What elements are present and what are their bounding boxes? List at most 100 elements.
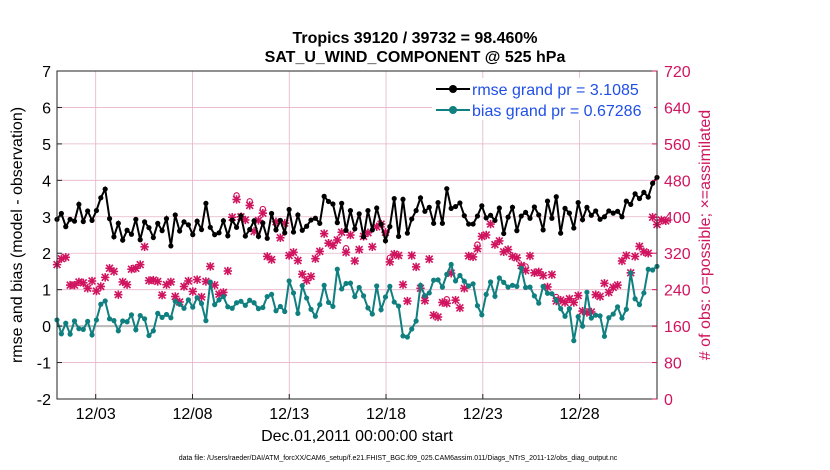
rmse-point	[63, 224, 69, 230]
y-left-tick-label: -1	[37, 356, 51, 373]
obs-count-marker	[630, 252, 640, 261]
rmse-point	[435, 199, 441, 206]
bias-point	[255, 306, 262, 312]
y-right-tick-label: 560	[664, 137, 691, 154]
bias-point	[71, 318, 78, 324]
bias-point	[492, 293, 498, 299]
bias-point	[352, 293, 358, 300]
y-left-tick-label: 7	[42, 64, 51, 81]
rmse-point	[558, 230, 564, 236]
rmse-point	[588, 212, 594, 218]
rmse-point	[339, 200, 345, 206]
y-right-tick-label: 480	[664, 173, 691, 190]
obs-count-marker	[411, 262, 421, 272]
rmse-point	[325, 198, 332, 205]
x-tick-label: 12/03	[76, 406, 116, 423]
rmse-point	[207, 224, 213, 230]
rmse-point	[185, 222, 191, 228]
bias-point	[518, 265, 524, 271]
bias-point	[159, 314, 165, 320]
rmse-point	[343, 227, 349, 233]
bias-point	[558, 306, 564, 312]
rmse-point	[544, 198, 551, 204]
obs-count-marker	[192, 275, 202, 284]
obs-count-marker	[184, 276, 193, 286]
rmse-point	[273, 227, 279, 233]
bias-point	[579, 323, 586, 329]
bias-point	[212, 302, 218, 308]
rmse-point	[650, 180, 656, 186]
x-tick-label: 12/18	[366, 406, 406, 423]
y-right-tick-label: 80	[664, 356, 682, 373]
bias-point	[623, 306, 629, 312]
rmse-point	[212, 232, 218, 238]
bias-point	[220, 293, 227, 300]
rmse-point	[448, 205, 454, 211]
bias-point	[155, 310, 161, 316]
rmse-point	[155, 220, 161, 226]
obs-count-marker	[595, 292, 605, 301]
rmse-point	[413, 207, 419, 214]
rmse-point	[479, 203, 485, 209]
rmse-point	[220, 218, 227, 224]
obs-count-marker	[100, 273, 110, 282]
bias-point	[150, 328, 156, 334]
bias-point	[58, 331, 64, 337]
obs-count-marker	[525, 251, 535, 261]
rmse-point	[474, 213, 481, 219]
obs-count-marker	[622, 251, 631, 260]
obs-count-marker	[284, 251, 294, 260]
rmse-point	[579, 217, 586, 223]
rmse-point	[286, 206, 292, 213]
rmse-point	[531, 204, 537, 210]
bias-point	[641, 290, 647, 296]
rmse-point	[299, 227, 305, 233]
obs-count-marker	[96, 282, 105, 291]
obs-count-marker	[315, 247, 324, 256]
obs-possible-marker	[342, 245, 350, 252]
bias-point	[89, 332, 95, 338]
rmse-point	[566, 210, 573, 216]
rmse-point	[549, 215, 555, 221]
rmse-point	[597, 216, 603, 222]
bias-point	[111, 318, 117, 324]
obs-count-marker	[263, 252, 272, 261]
bias-point	[356, 284, 362, 291]
obs-count-marker	[118, 277, 127, 287]
rmse-point	[636, 195, 643, 202]
rmse-point	[501, 230, 507, 237]
bias-point	[527, 284, 533, 290]
rmse-point	[181, 219, 187, 225]
bias-point	[466, 283, 472, 289]
rmse-point	[356, 211, 362, 217]
rmse-point	[360, 234, 367, 240]
obs-count-marker	[83, 284, 92, 293]
rmse-point	[304, 223, 310, 229]
obs-possible-marker	[246, 198, 253, 205]
obs-count-marker	[639, 247, 649, 257]
rmse-point	[628, 201, 634, 207]
bias-point	[382, 294, 389, 300]
bias-point	[544, 290, 551, 296]
legend: rmse grand pr = 3.1085 bias grand pr = 0…	[432, 78, 654, 120]
legend-bias-label: bias grand pr = 0.67286	[472, 103, 642, 120]
obs-count-marker	[136, 260, 145, 269]
rmse-point	[553, 194, 559, 200]
bias-point	[334, 266, 340, 272]
rmse-point	[369, 227, 375, 233]
rmse-point	[645, 194, 651, 200]
rmse-point	[290, 229, 297, 235]
rmse-point	[225, 233, 231, 239]
obs-count-marker	[306, 272, 316, 281]
bias-point	[632, 296, 638, 302]
bias-point	[137, 312, 143, 319]
bias-point	[422, 293, 428, 299]
bias-point	[505, 284, 511, 290]
rmse-point	[120, 237, 126, 243]
obs-count-marker	[455, 303, 465, 313]
x-tick-label: 12/23	[463, 406, 503, 423]
y-right-tick-label: 0	[664, 392, 673, 409]
bias-point	[645, 266, 651, 272]
bias-point	[566, 306, 573, 312]
rmse-point	[496, 205, 502, 211]
